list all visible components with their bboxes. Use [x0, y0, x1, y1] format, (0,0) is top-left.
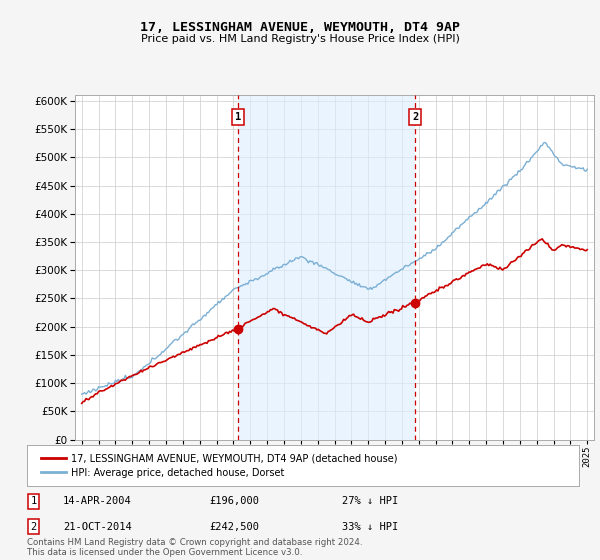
- Text: 2: 2: [412, 111, 419, 122]
- Text: 1: 1: [235, 111, 241, 122]
- Text: £196,000: £196,000: [209, 496, 259, 506]
- Text: 14-APR-2004: 14-APR-2004: [63, 496, 131, 506]
- Text: Contains HM Land Registry data © Crown copyright and database right 2024.
This d: Contains HM Land Registry data © Crown c…: [27, 538, 362, 557]
- Legend: 17, LESSINGHAM AVENUE, WEYMOUTH, DT4 9AP (detached house), HPI: Average price, d: 17, LESSINGHAM AVENUE, WEYMOUTH, DT4 9AP…: [37, 450, 402, 482]
- Bar: [238, 95, 415, 440]
- Text: 27% ↓ HPI: 27% ↓ HPI: [341, 496, 398, 506]
- Text: 1: 1: [31, 496, 37, 506]
- Text: Price paid vs. HM Land Registry's House Price Index (HPI): Price paid vs. HM Land Registry's House …: [140, 34, 460, 44]
- Text: 33% ↓ HPI: 33% ↓ HPI: [341, 521, 398, 531]
- Text: 17, LESSINGHAM AVENUE, WEYMOUTH, DT4 9AP: 17, LESSINGHAM AVENUE, WEYMOUTH, DT4 9AP: [140, 21, 460, 34]
- Text: 21-OCT-2014: 21-OCT-2014: [63, 521, 131, 531]
- Text: 2: 2: [31, 521, 37, 531]
- Text: £242,500: £242,500: [209, 521, 259, 531]
